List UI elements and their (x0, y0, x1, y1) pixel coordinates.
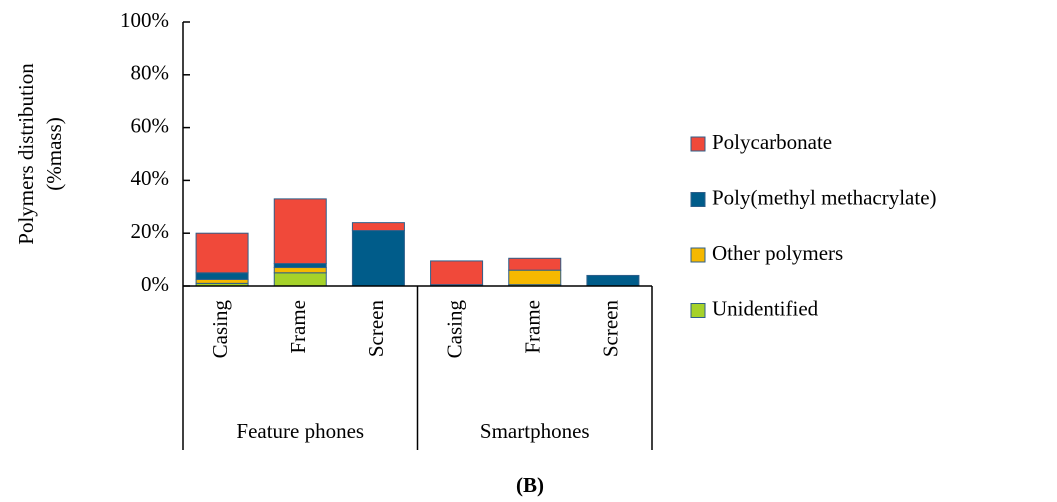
legend-label: Unidentified (712, 296, 819, 320)
bar-segment (430, 260, 484, 286)
bar-segment (195, 278, 249, 284)
x-tick-label: Casing (442, 300, 466, 359)
legend-swatch (690, 303, 706, 318)
y-tick-label: 40% (131, 166, 170, 190)
bar-segment (273, 267, 327, 274)
bar-segment (273, 198, 327, 265)
x-tick-label: Frame (521, 300, 545, 354)
y-tick-label: 100% (120, 8, 169, 32)
y-label: Polymers distribution (14, 63, 38, 245)
group-label: Feature phones (236, 419, 364, 443)
legend-swatch (690, 192, 706, 207)
bar-segment (351, 230, 405, 287)
y-tick-label: 20% (131, 219, 170, 243)
y-label: (%mass) (42, 117, 66, 190)
bar-segment (273, 263, 327, 269)
legend-swatch (690, 247, 706, 263)
x-tick-label: Frame (286, 300, 310, 354)
bar-segment (586, 274, 640, 287)
bar-segment (195, 272, 249, 280)
bar-segment (508, 269, 562, 286)
y-tick-label: 80% (131, 61, 170, 85)
bar-segment (351, 222, 405, 232)
legend-label: Polycarbonate (712, 130, 832, 154)
legend-label: Poly(methyl methacrylate) (712, 185, 937, 209)
x-tick-label: Screen (599, 300, 623, 358)
x-tick-label: Casing (208, 300, 232, 359)
x-tick-label: Screen (364, 300, 388, 358)
y-tick-label: 60% (131, 113, 170, 137)
y-tick-label: 0% (141, 272, 169, 296)
group-label: Smartphones (480, 419, 590, 443)
caption: (B) (516, 473, 544, 497)
legend-label: Other polymers (712, 241, 843, 265)
bar-segment (273, 272, 327, 287)
legend-swatch (690, 136, 706, 152)
bar-segment (508, 257, 562, 271)
bar-segment (195, 232, 249, 274)
